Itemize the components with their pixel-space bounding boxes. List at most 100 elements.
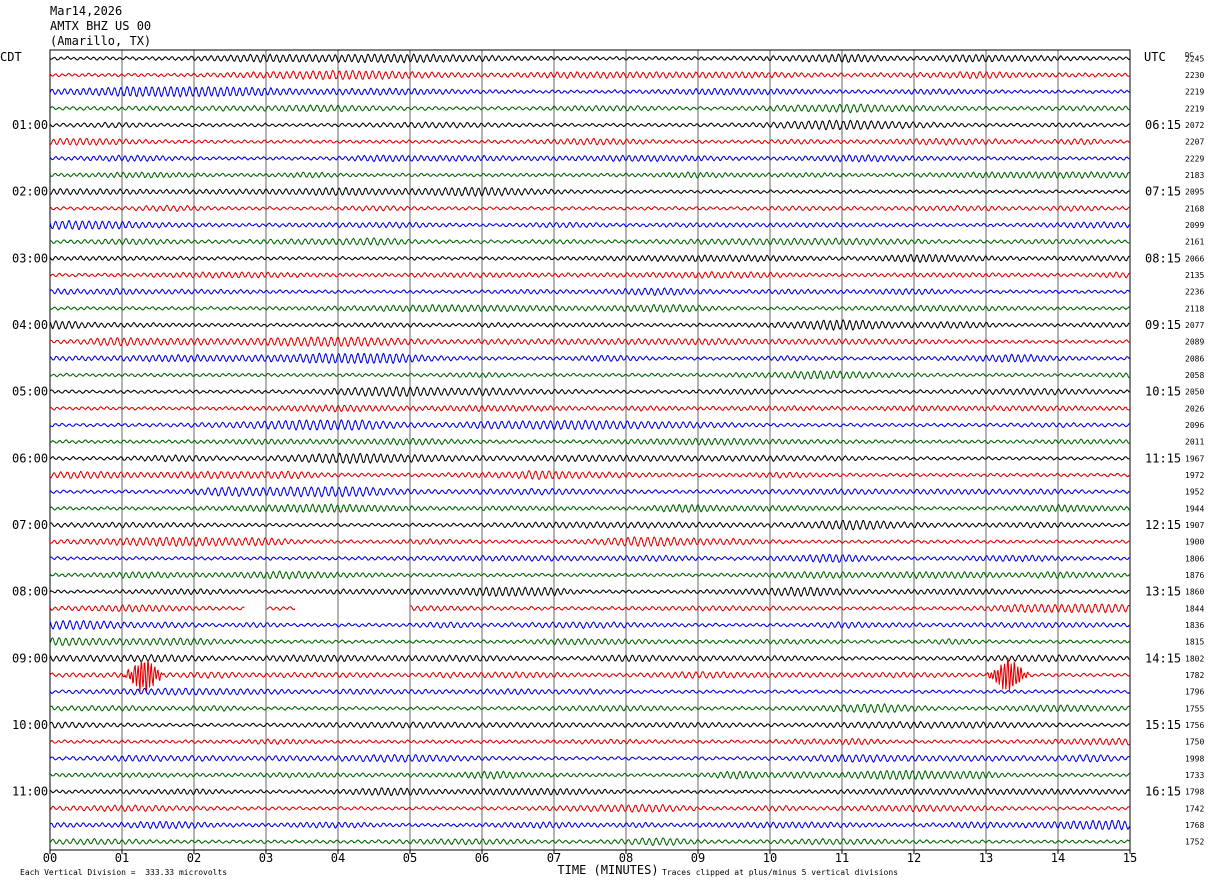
seismic-trace [49, 654, 1130, 663]
x-tick-label: 00 [43, 851, 57, 865]
dc-offset-label: 2089 [1185, 338, 1204, 347]
dc-offset-label: 2011 [1185, 438, 1204, 447]
seismic-trace [49, 271, 1130, 279]
dc-offset-label: 2245 [1185, 54, 1204, 63]
seismic-trace [49, 586, 1130, 597]
clip-note: Traces clipped at plus/minus 5 vertical … [662, 868, 899, 877]
seismic-trace [49, 637, 1130, 646]
x-tick-label: 05 [403, 851, 417, 865]
left-timezone-label: CDT [0, 50, 22, 64]
seismic-trace [49, 452, 1130, 464]
x-tick-label: 15 [1123, 851, 1137, 865]
seismic-trace [49, 570, 1130, 580]
left-hour-label: 01:00 [12, 118, 48, 132]
dc-offset-label: 1750 [1185, 738, 1204, 747]
dc-offset-label: 1782 [1185, 671, 1204, 680]
x-tick-label: 01 [115, 851, 129, 865]
seismic-trace [49, 53, 1130, 64]
seismic-trace [49, 154, 1130, 163]
station-id: AMTX BHZ US 00 [50, 19, 152, 33]
left-hour-label: 02:00 [12, 185, 48, 199]
seismic-trace [49, 419, 1130, 431]
left-hour-label: 05:00 [12, 385, 48, 399]
seismic-trace [49, 703, 1130, 714]
seismic-trace [49, 186, 1130, 197]
dc-offset-label: 2207 [1185, 138, 1204, 147]
dc-offset-label: 2230 [1185, 71, 1204, 80]
seismic-trace [49, 237, 1130, 246]
seismic-trace [49, 486, 1130, 498]
dc-offset-label: 1998 [1185, 754, 1204, 763]
seismic-trace [49, 404, 1130, 413]
dc-offset-label: 1755 [1185, 704, 1204, 713]
seismic-trace [49, 437, 1130, 446]
dc-offset-label: 2058 [1185, 371, 1204, 380]
dc-offset-label: 1836 [1185, 621, 1204, 630]
seismic-trace [49, 737, 1130, 746]
right-hour-label: 12:15 [1145, 518, 1181, 532]
dc-offset-label: 1907 [1185, 521, 1204, 530]
seismic-trace [49, 287, 1130, 296]
dc-offset-label: 1876 [1185, 571, 1204, 580]
seismic-trace [49, 787, 1130, 797]
x-axis-title: TIME (MINUTES) [557, 863, 658, 877]
dc-offset-label: 2219 [1185, 88, 1204, 97]
seismic-trace [49, 657, 1130, 692]
x-tick-label: 10 [763, 851, 777, 865]
dc-offset-label: 2066 [1185, 254, 1204, 263]
dc-offset-label: 2095 [1185, 188, 1204, 197]
scale-note: Each Vertical Division = 333.33 microvol… [20, 868, 228, 877]
dc-offset-label: 1944 [1185, 504, 1204, 513]
dc-offset-label: 2229 [1185, 154, 1204, 163]
x-tick-label: 07 [547, 851, 561, 865]
left-hour-label: 10:00 [12, 718, 48, 732]
x-tick-label: 09 [691, 851, 705, 865]
right-hour-label: 09:15 [1145, 318, 1181, 332]
dc-offset-label: 2118 [1185, 304, 1204, 313]
dc-offset-label: 1756 [1185, 721, 1204, 730]
right-hour-label: 15:15 [1145, 718, 1181, 732]
right-hour-label: 16:15 [1145, 785, 1181, 799]
seismic-trace [49, 253, 1130, 263]
right-hour-label: 13:15 [1145, 585, 1181, 599]
dc-offset-label: 1733 [1185, 771, 1204, 780]
right-hour-label: 10:15 [1145, 385, 1181, 399]
dc-offset-label: 2026 [1185, 404, 1204, 413]
dc-offset-label: 1972 [1185, 471, 1204, 480]
dc-offset-label: 1815 [1185, 638, 1204, 647]
right-hour-label: 07:15 [1145, 185, 1181, 199]
seismic-trace [49, 219, 1130, 231]
dc-offset-label: 1952 [1185, 488, 1204, 497]
dc-offset-label: 2135 [1185, 271, 1204, 280]
x-tick-label: 12 [907, 851, 921, 865]
station-location: (Amarillo, TX) [50, 34, 152, 48]
dc-offset-label: 1752 [1185, 838, 1204, 847]
right-hour-label: 08:15 [1145, 251, 1181, 265]
x-tick-label: 14 [1051, 851, 1065, 865]
left-hour-label: 08:00 [12, 585, 48, 599]
dc-offset-label: 1860 [1185, 588, 1204, 597]
seismic-trace [49, 319, 1130, 331]
dc-offset-label: 1806 [1185, 554, 1204, 563]
seismic-trace [49, 119, 1130, 131]
seismic-trace [49, 536, 1130, 547]
dc-offset-label: 2219 [1185, 104, 1204, 113]
right-hour-label: 11:15 [1145, 451, 1181, 465]
dc-offset-label: 2072 [1185, 121, 1204, 130]
x-tick-label: 04 [331, 851, 345, 865]
x-tick-label: 06 [475, 851, 489, 865]
dc-header-label: DC [1185, 51, 1193, 59]
dc-offset-label: 2168 [1185, 204, 1204, 213]
x-tick-label: 13 [979, 851, 993, 865]
dc-offset-label: 2183 [1185, 171, 1204, 180]
dc-offset-label: 2096 [1185, 421, 1204, 430]
seismic-trace [49, 204, 1130, 212]
left-hour-label: 11:00 [12, 785, 48, 799]
plot-date: Mar14,2026 [50, 4, 123, 18]
seismic-trace [49, 769, 1130, 780]
seismic-trace [49, 837, 1130, 847]
seismic-trace [49, 754, 1130, 763]
seismic-trace [49, 470, 1130, 480]
seismic-trace [49, 352, 1130, 364]
